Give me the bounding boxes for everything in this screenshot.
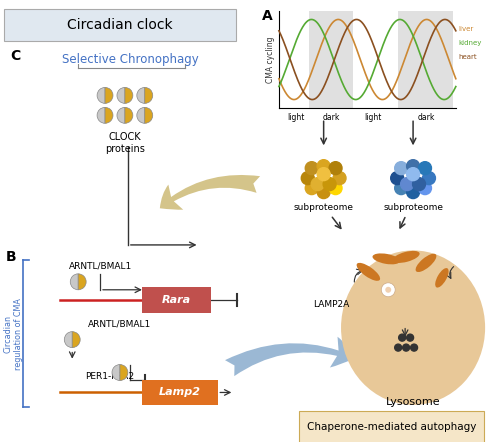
Text: PER1-PER2: PER1-PER2 bbox=[85, 372, 134, 381]
Wedge shape bbox=[137, 107, 145, 123]
Circle shape bbox=[329, 182, 342, 194]
FancyBboxPatch shape bbox=[4, 9, 236, 41]
Wedge shape bbox=[70, 274, 78, 290]
Text: A: A bbox=[262, 9, 273, 23]
Ellipse shape bbox=[435, 268, 448, 288]
Circle shape bbox=[406, 159, 420, 173]
Text: Selective Chronophagy: Selective Chronophagy bbox=[62, 53, 198, 66]
Circle shape bbox=[390, 171, 404, 185]
Circle shape bbox=[406, 167, 420, 181]
Bar bbox=[398, 11, 453, 109]
Circle shape bbox=[402, 344, 409, 351]
Circle shape bbox=[422, 171, 436, 185]
Circle shape bbox=[302, 171, 314, 185]
Ellipse shape bbox=[356, 263, 380, 281]
Circle shape bbox=[306, 182, 318, 194]
Circle shape bbox=[406, 174, 420, 187]
Circle shape bbox=[306, 162, 318, 175]
Text: Lysosome: Lysosome bbox=[386, 397, 440, 408]
Wedge shape bbox=[145, 87, 152, 103]
Circle shape bbox=[386, 287, 391, 293]
Wedge shape bbox=[78, 274, 86, 290]
Circle shape bbox=[329, 162, 342, 175]
Circle shape bbox=[400, 178, 413, 190]
Circle shape bbox=[412, 178, 426, 190]
Wedge shape bbox=[117, 87, 125, 103]
Circle shape bbox=[410, 344, 418, 351]
Circle shape bbox=[418, 182, 432, 194]
Wedge shape bbox=[105, 107, 113, 123]
Text: dark: dark bbox=[418, 113, 434, 122]
Text: light: light bbox=[287, 113, 304, 122]
Ellipse shape bbox=[392, 251, 419, 263]
Wedge shape bbox=[117, 107, 125, 123]
Text: CLOCK
proteins: CLOCK proteins bbox=[105, 132, 145, 154]
Circle shape bbox=[317, 159, 330, 173]
Bar bbox=[308, 11, 354, 109]
Circle shape bbox=[398, 334, 406, 341]
Circle shape bbox=[323, 178, 336, 190]
Circle shape bbox=[406, 334, 414, 341]
Wedge shape bbox=[97, 87, 105, 103]
Text: subproteome: subproteome bbox=[383, 203, 443, 212]
Circle shape bbox=[317, 167, 330, 181]
Wedge shape bbox=[137, 87, 145, 103]
Circle shape bbox=[394, 344, 402, 351]
Wedge shape bbox=[72, 332, 80, 348]
Text: heart: heart bbox=[459, 54, 477, 59]
Circle shape bbox=[394, 162, 407, 175]
Wedge shape bbox=[125, 87, 133, 103]
Circle shape bbox=[418, 162, 432, 175]
Circle shape bbox=[311, 178, 324, 190]
Text: Circadian clock: Circadian clock bbox=[67, 18, 173, 31]
Text: Lamp2: Lamp2 bbox=[158, 388, 200, 397]
Circle shape bbox=[317, 174, 330, 187]
FancyBboxPatch shape bbox=[142, 287, 212, 313]
Text: ARNTL/BMAL1: ARNTL/BMAL1 bbox=[88, 320, 152, 329]
Text: subproteome: subproteome bbox=[294, 203, 354, 212]
Wedge shape bbox=[97, 107, 105, 123]
Circle shape bbox=[333, 171, 346, 185]
Text: LAMP2A: LAMP2A bbox=[314, 300, 350, 309]
Text: Circadian
regulation of CMA: Circadian regulation of CMA bbox=[4, 298, 24, 369]
Text: C: C bbox=[10, 49, 21, 62]
Text: B: B bbox=[6, 250, 16, 264]
Ellipse shape bbox=[416, 254, 436, 272]
Circle shape bbox=[406, 186, 420, 198]
Text: liver: liver bbox=[459, 26, 474, 31]
Circle shape bbox=[394, 182, 407, 194]
Text: CMA cycling: CMA cycling bbox=[266, 36, 276, 83]
FancyBboxPatch shape bbox=[299, 412, 484, 443]
Wedge shape bbox=[112, 365, 120, 381]
Text: Rara: Rara bbox=[162, 295, 191, 305]
Text: dark: dark bbox=[323, 113, 340, 122]
Ellipse shape bbox=[341, 250, 485, 405]
Text: light: light bbox=[364, 113, 382, 122]
FancyBboxPatch shape bbox=[142, 380, 218, 405]
Text: Chaperone-mediated autophagy: Chaperone-mediated autophagy bbox=[306, 422, 476, 432]
Circle shape bbox=[382, 283, 395, 297]
Wedge shape bbox=[105, 87, 113, 103]
Text: kidney: kidney bbox=[459, 39, 482, 46]
Wedge shape bbox=[125, 107, 133, 123]
Wedge shape bbox=[64, 332, 72, 348]
Wedge shape bbox=[145, 107, 152, 123]
Wedge shape bbox=[120, 365, 128, 381]
Circle shape bbox=[317, 186, 330, 198]
Ellipse shape bbox=[372, 253, 400, 264]
Text: ARNTL/BMAL1: ARNTL/BMAL1 bbox=[68, 262, 132, 271]
